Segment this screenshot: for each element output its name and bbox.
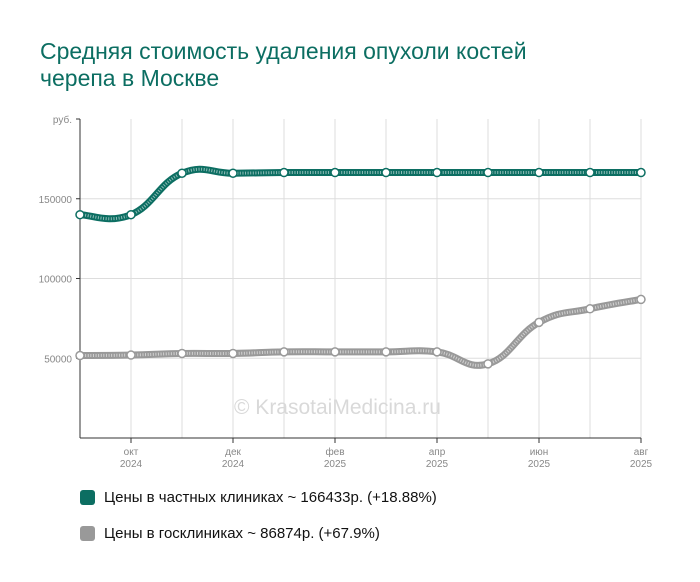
y-tick-label: 50000	[44, 354, 72, 365]
chart-title: Средняя стоимость удаления опухоли косте…	[40, 38, 600, 92]
data-point-private	[483, 167, 493, 178]
data-point-public	[483, 359, 493, 369]
data-point-public	[585, 304, 595, 314]
data-point-public	[279, 347, 289, 357]
x-tick-label-year: 2025	[630, 459, 653, 470]
data-point-private	[432, 167, 442, 178]
x-tick-label-month: дек	[225, 447, 241, 458]
data-point-public	[228, 348, 238, 359]
x-tick-label-year: 2024	[222, 459, 245, 470]
x-tick-label-month: авг	[634, 447, 649, 458]
legend-item-private[interactable]: Цены в частных клиниках ~ 166433р. (+18.…	[80, 489, 437, 506]
x-tick-label-year: 2024	[120, 459, 143, 470]
data-point-private	[330, 167, 340, 178]
data-point-public	[126, 350, 136, 360]
data-point-public	[381, 347, 391, 357]
legend-item-public[interactable]: Цены в госклиниках ~ 86874р. (+67.9%)	[80, 525, 380, 542]
data-point-public	[534, 317, 544, 328]
legend-swatch-public	[80, 526, 95, 541]
data-point-private	[534, 167, 544, 178]
x-tick-label-month: окт	[124, 447, 139, 458]
legend-label-private: Цены в частных клиниках ~ 166433р. (+18.…	[104, 489, 437, 506]
y-axis-unit-label: руб.	[53, 114, 72, 126]
x-tick-label-month: июн	[530, 447, 549, 458]
data-point-public	[177, 348, 187, 359]
y-tick-label: 150000	[39, 195, 73, 206]
data-point-private	[126, 209, 136, 220]
data-point-private	[585, 167, 595, 178]
x-tick-label-month: апр	[429, 447, 446, 458]
data-point-public	[330, 347, 340, 357]
data-point-private	[636, 167, 646, 178]
chart-title-line-2: черепа в Москве	[40, 65, 220, 91]
series-line-private	[76, 165, 645, 223]
data-point-private	[75, 209, 85, 220]
data-point-public	[75, 350, 85, 361]
data-point-public	[432, 347, 442, 357]
x-tick-label-year: 2025	[426, 459, 449, 470]
watermark: © KrasotaiMedicina.ru	[234, 396, 441, 419]
chart-title-line-1: Средняя стоимость удаления опухоли косте…	[40, 38, 527, 64]
data-point-private	[279, 167, 289, 178]
data-point-private	[381, 167, 391, 178]
legend-label-public: Цены в госклиниках ~ 86874р. (+67.9%)	[104, 525, 380, 542]
data-point-private	[228, 168, 238, 178]
legend-swatch-private	[80, 490, 95, 505]
x-tick-label-year: 2025	[324, 459, 347, 470]
series-line-texture-private	[79, 167, 641, 221]
data-point-public	[636, 294, 646, 305]
x-tick-label-month: фев	[325, 446, 344, 458]
series-line-public	[76, 295, 645, 369]
y-tick-label: 100000	[39, 275, 73, 286]
data-point-private	[177, 168, 187, 178]
x-tick-label-year: 2025	[528, 459, 551, 470]
